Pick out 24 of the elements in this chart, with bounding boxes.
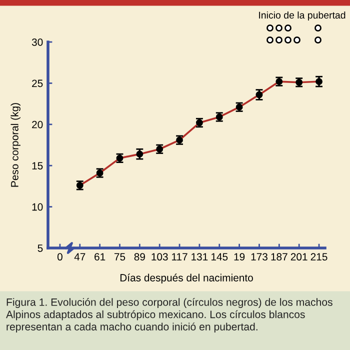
x-tick-label: 89 <box>134 253 145 261</box>
x-tick-label: 0 <box>57 253 62 261</box>
x-tick-label: 75 <box>114 253 126 261</box>
y-tick-label: 10 <box>32 203 43 211</box>
x-tick-label: 145 <box>211 253 228 261</box>
x-tick-label: 103 <box>152 253 168 261</box>
x-tick-label: 117 <box>172 253 188 260</box>
x-tick-label: 47 <box>74 253 86 260</box>
x-tick-label: 173 <box>251 253 268 261</box>
x-tick-label: 61 <box>94 253 106 261</box>
y-tick-label: 25 <box>32 80 43 88</box>
x-axis-title: Días después del nacimiento <box>120 274 253 284</box>
text: Figura 1. Evolución del peso corporal (círculos negros) de los machos Alpinos adaptados al subtrópico mexicano. Los círculos blancos representan a cada macho cuando inició en pubertad. <box>6 298 332 333</box>
y-tick-label: 5 <box>38 244 43 252</box>
y-tick-label: 30 <box>32 38 43 46</box>
y-axis-title: Peso corporal (kg) <box>10 103 20 187</box>
x-tick-label: 201 <box>290 253 308 261</box>
text: Inicio de la pubertad <box>259 11 346 21</box>
x-tick-label: 19 <box>234 253 245 261</box>
y-tick-label: 15 <box>32 162 43 170</box>
x-tick-label: 215 <box>310 253 328 261</box>
x-tick-label: 131 <box>192 253 208 261</box>
x-tick-label: 187 <box>271 253 288 261</box>
y-tick-label: 20 <box>32 120 43 128</box>
